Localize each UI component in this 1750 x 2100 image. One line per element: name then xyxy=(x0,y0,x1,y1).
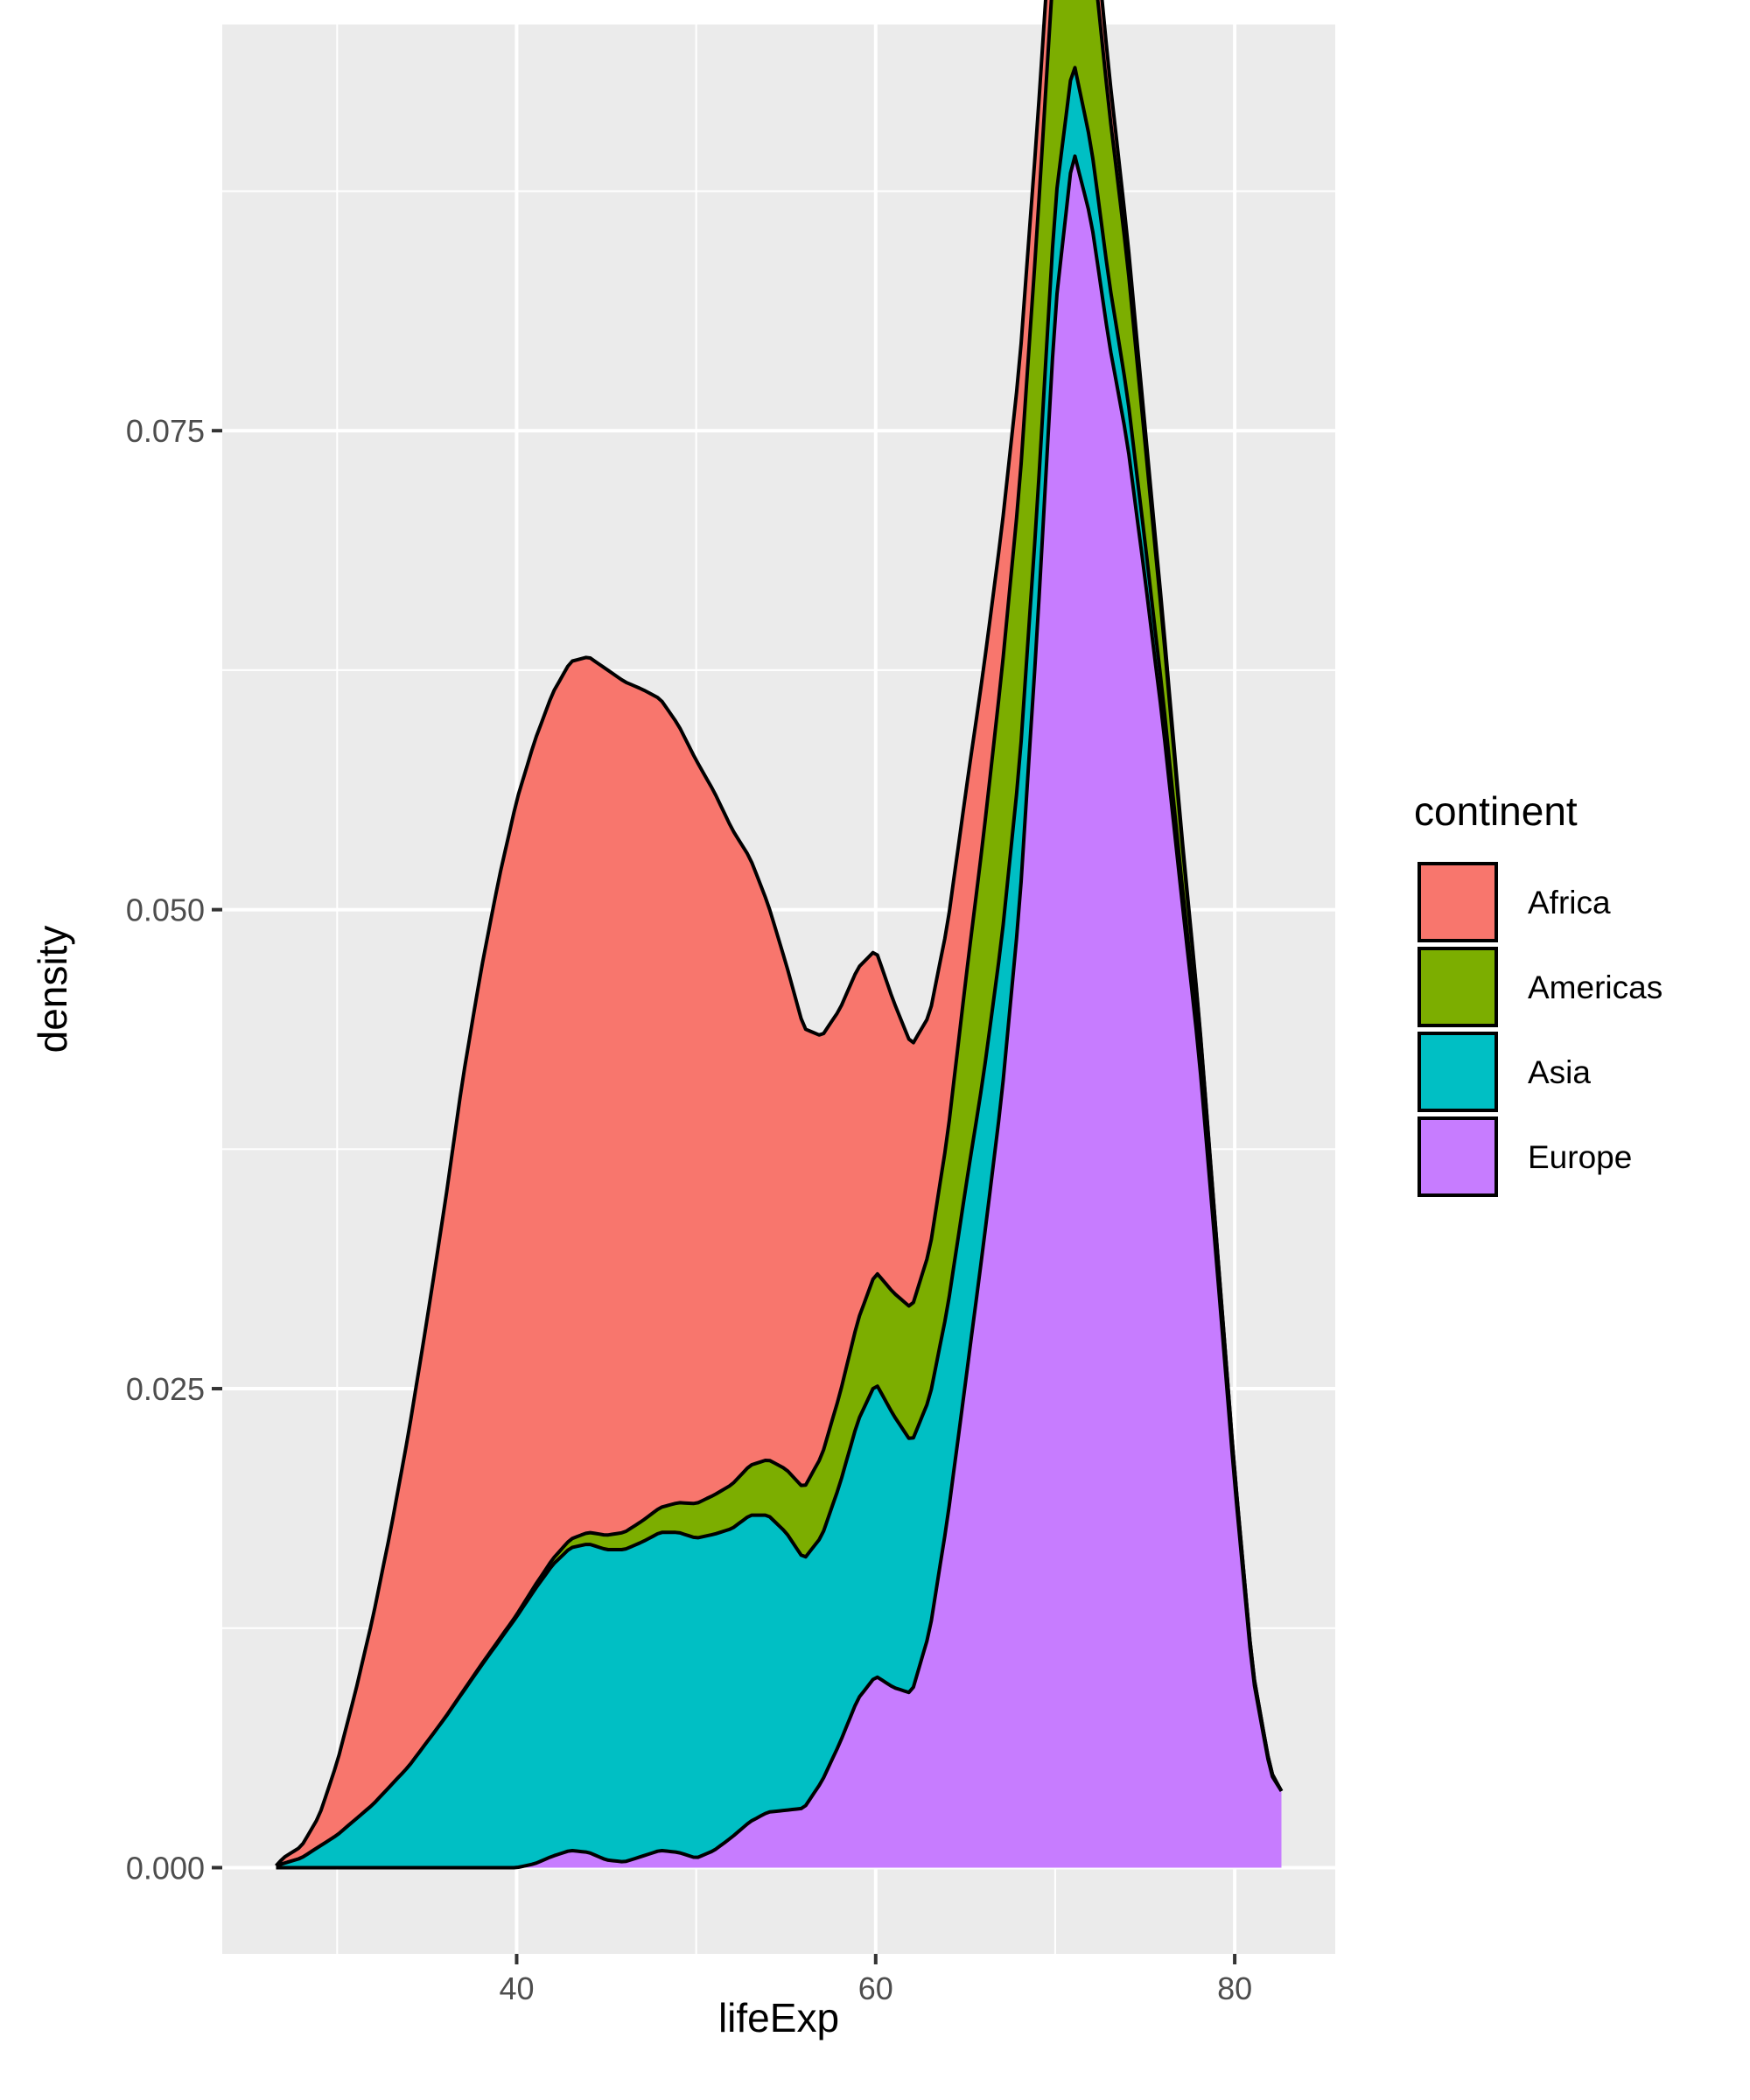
density-outline-europe xyxy=(276,154,1284,1870)
x-tick-label: 60 xyxy=(858,1970,893,2006)
legend: continent Africa Americas Asia Europe xyxy=(1414,788,1662,1197)
y-tick-label: 0.075 xyxy=(126,413,205,449)
density-outline-asia xyxy=(275,66,1284,1868)
legend-key-americas xyxy=(1418,947,1498,1027)
axes: 0.000 0.025 0.050 0.075 40 60 80 xyxy=(126,413,1252,2006)
density-area-europe xyxy=(276,156,1282,1868)
y-axis-title: density xyxy=(30,926,75,1054)
legend-key-europe xyxy=(1418,1116,1498,1197)
density-outline-africa xyxy=(275,0,1284,1867)
x-axis-title: lifeExp xyxy=(718,1995,839,2040)
legend-label-americas: Americas xyxy=(1528,970,1662,1005)
density-areas xyxy=(275,0,1284,1870)
legend-title: continent xyxy=(1414,788,1578,834)
y-tick-label: 0.000 xyxy=(126,1850,205,1886)
density-area-americas xyxy=(276,0,1282,1866)
density-area-africa xyxy=(276,0,1282,1866)
legend-label-asia: Asia xyxy=(1528,1054,1591,1090)
legend-key-asia xyxy=(1418,1032,1498,1112)
legend-label-africa: Africa xyxy=(1528,885,1611,920)
x-tick-label: 80 xyxy=(1217,1970,1252,2006)
y-tick-label: 0.050 xyxy=(126,892,205,928)
legend-key-africa xyxy=(1418,862,1498,942)
x-tick-label: 40 xyxy=(499,1970,534,2006)
legend-label-europe: Europe xyxy=(1528,1139,1632,1175)
y-tick-label: 0.025 xyxy=(126,1371,205,1407)
